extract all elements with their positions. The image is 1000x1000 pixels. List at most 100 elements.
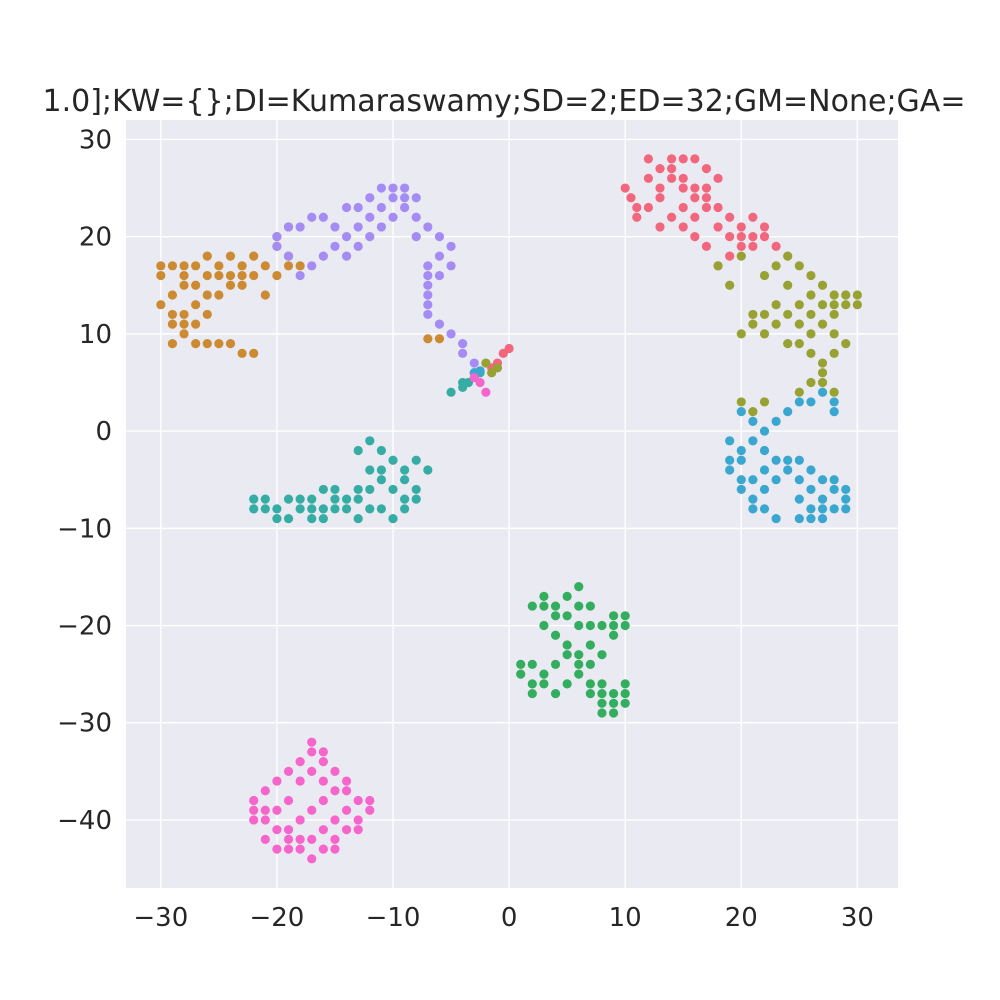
data-point bbox=[759, 484, 770, 495]
data-point bbox=[643, 154, 654, 164]
data-point bbox=[272, 513, 282, 524]
data-point bbox=[318, 513, 328, 524]
data-point bbox=[283, 795, 294, 806]
data-point bbox=[330, 766, 340, 776]
data-point bbox=[585, 620, 595, 631]
data-point bbox=[214, 338, 224, 349]
data-point bbox=[341, 776, 352, 786]
data-point bbox=[237, 270, 247, 281]
data-point bbox=[330, 844, 340, 854]
data-point bbox=[353, 445, 363, 456]
data-point bbox=[771, 261, 781, 271]
data-point bbox=[725, 436, 735, 446]
data-point bbox=[817, 377, 828, 388]
data-point bbox=[841, 494, 851, 504]
data-point bbox=[829, 475, 839, 485]
data-point bbox=[400, 465, 410, 475]
data-point bbox=[365, 436, 375, 446]
data-point bbox=[759, 426, 770, 436]
data-point bbox=[353, 484, 363, 495]
data-point bbox=[295, 834, 305, 844]
data-point bbox=[260, 494, 270, 504]
data-point bbox=[260, 815, 270, 825]
data-point bbox=[249, 270, 259, 281]
data-point bbox=[574, 601, 584, 611]
data-point bbox=[283, 513, 294, 524]
data-point bbox=[771, 475, 781, 485]
y-tick-label: 0 bbox=[95, 417, 112, 447]
data-point bbox=[678, 154, 688, 164]
data-point bbox=[307, 854, 317, 864]
data-point bbox=[667, 212, 677, 222]
data-point bbox=[690, 232, 700, 242]
x-tick-label: 0 bbox=[501, 903, 518, 933]
data-point bbox=[388, 183, 398, 193]
data-point bbox=[817, 504, 828, 514]
data-point bbox=[376, 475, 386, 485]
data-point bbox=[365, 504, 375, 514]
data-point bbox=[353, 825, 363, 835]
series-cluster-olive bbox=[481, 251, 862, 417]
data-point bbox=[481, 358, 491, 368]
data-point bbox=[400, 202, 410, 213]
data-point bbox=[330, 834, 340, 844]
data-point bbox=[539, 601, 549, 611]
data-point bbox=[608, 611, 619, 621]
data-point bbox=[841, 484, 851, 495]
data-point bbox=[783, 309, 793, 320]
data-point bbox=[748, 241, 758, 251]
data-point bbox=[678, 222, 688, 232]
data-point bbox=[307, 513, 317, 524]
data-point bbox=[318, 484, 328, 495]
data-point bbox=[295, 261, 305, 271]
data-point bbox=[202, 270, 212, 281]
data-point bbox=[794, 261, 804, 271]
data-point bbox=[167, 338, 178, 349]
data-point bbox=[817, 358, 828, 368]
data-point bbox=[330, 484, 340, 495]
data-point bbox=[353, 222, 363, 232]
data-point bbox=[748, 436, 758, 446]
data-point bbox=[817, 494, 828, 504]
y-tick-label: 20 bbox=[79, 223, 112, 253]
data-point bbox=[725, 212, 735, 222]
data-point bbox=[283, 222, 294, 232]
data-point bbox=[388, 193, 398, 203]
data-point bbox=[318, 251, 328, 261]
data-point bbox=[713, 261, 723, 271]
y-axis-ticks: −40 −30 −20 −10 0 10 20 30 bbox=[57, 125, 112, 836]
data-point bbox=[713, 202, 723, 213]
data-point bbox=[341, 202, 352, 213]
data-point bbox=[620, 688, 630, 699]
data-point bbox=[492, 363, 503, 373]
data-point bbox=[400, 475, 410, 485]
data-point bbox=[829, 309, 839, 320]
data-point bbox=[585, 659, 595, 670]
data-point bbox=[748, 319, 758, 329]
data-point bbox=[481, 387, 491, 397]
data-point bbox=[272, 805, 282, 815]
data-point bbox=[725, 232, 735, 242]
data-point bbox=[388, 513, 398, 524]
data-point bbox=[202, 338, 212, 349]
data-point bbox=[655, 193, 665, 203]
data-point bbox=[272, 825, 282, 835]
data-points bbox=[156, 154, 862, 864]
data-point bbox=[237, 280, 247, 290]
data-point bbox=[318, 844, 328, 854]
data-point bbox=[794, 494, 804, 504]
y-tick-label: 10 bbox=[79, 320, 112, 350]
data-point bbox=[759, 309, 770, 320]
data-point bbox=[585, 688, 595, 699]
data-point bbox=[167, 309, 178, 320]
data-point bbox=[852, 290, 862, 300]
data-point bbox=[806, 513, 816, 524]
data-point bbox=[295, 494, 305, 504]
data-point bbox=[307, 212, 317, 222]
data-point bbox=[283, 251, 294, 261]
data-point bbox=[260, 261, 270, 271]
data-point bbox=[283, 844, 294, 854]
data-point bbox=[434, 270, 445, 281]
data-point bbox=[179, 329, 189, 339]
data-point bbox=[550, 659, 561, 670]
